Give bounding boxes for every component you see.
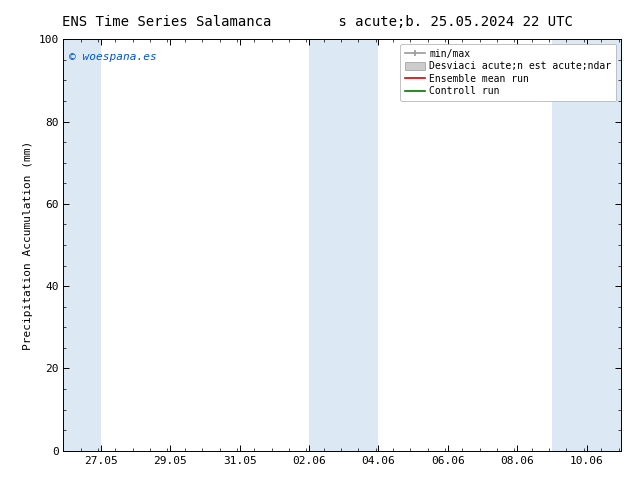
Y-axis label: Precipitation Accumulation (mm): Precipitation Accumulation (mm) — [23, 140, 33, 350]
Legend: min/max, Desviaci acute;n est acute;ndar, Ensemble mean run, Controll run: min/max, Desviaci acute;n est acute;ndar… — [400, 44, 616, 101]
Bar — [63, 39, 101, 451]
Bar — [552, 39, 621, 451]
Text: © woespana.es: © woespana.es — [69, 51, 157, 62]
Bar — [309, 39, 378, 451]
Text: ENS Time Series Salamanca        s acute;b. 25.05.2024 22 UTC: ENS Time Series Salamanca s acute;b. 25.… — [61, 15, 573, 29]
